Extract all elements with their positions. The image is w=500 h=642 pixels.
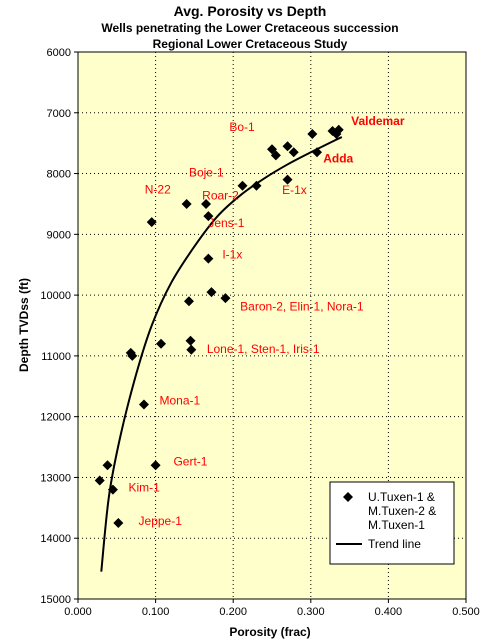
legend: U.Tuxen-1 & M.Tuxen-2 & M.Tuxen-1 Trend … bbox=[329, 481, 455, 565]
well-label: E-1x bbox=[282, 183, 307, 197]
x-tick-label: 0.200 bbox=[219, 606, 247, 618]
trend-line-group bbox=[100, 136, 343, 572]
x-axis-label: Porosity (frac) bbox=[229, 625, 310, 639]
chart-subtitle-line-2: Regional Lower Cretaceous Study bbox=[153, 37, 348, 51]
data-point-diamond bbox=[270, 150, 281, 161]
well-label: Adda bbox=[323, 152, 353, 166]
data-point-diamond bbox=[156, 338, 167, 349]
well-label: Mona-1 bbox=[159, 394, 200, 408]
y-tick-label: 11000 bbox=[41, 351, 71, 363]
y-tick-label: 10000 bbox=[40, 290, 71, 302]
well-label: Jens-1 bbox=[208, 216, 244, 230]
y-axis-label: Depth TVDss (ft) bbox=[17, 278, 31, 372]
well-label: Bo-1 bbox=[229, 120, 255, 134]
data-point-diamond bbox=[107, 484, 118, 495]
data-point-diamond bbox=[146, 217, 157, 228]
data-point-diamond bbox=[307, 129, 318, 140]
data-point-diamond bbox=[127, 350, 138, 361]
data-point-diamond bbox=[102, 460, 113, 471]
x-tick-label: 0.400 bbox=[375, 606, 403, 618]
data-point-diamond bbox=[333, 124, 344, 135]
data-point-diamond bbox=[201, 198, 212, 209]
x-tick-label: 0.000 bbox=[64, 606, 92, 618]
data-point-diamond bbox=[181, 198, 192, 209]
x-tick-label: 0.500 bbox=[452, 606, 480, 618]
y-tick-label: 15000 bbox=[40, 594, 71, 606]
well-label: Roar-2 bbox=[202, 189, 239, 203]
well-label: Gert-1 bbox=[173, 454, 207, 468]
data-point-diamond bbox=[185, 335, 196, 346]
data-point-diamond bbox=[251, 180, 262, 191]
well-label: Jeppe-1 bbox=[139, 514, 183, 528]
legend-marker-line-1: U.Tuxen-1 & bbox=[368, 490, 435, 504]
legend-marker-line-3: M.Tuxen-1 bbox=[368, 518, 425, 532]
axis-ticks: 0.000 0.100 0.200 0.300 0.400 0.500 6000 7000 80… bbox=[40, 47, 479, 618]
legend-marker-line-2: M.Tuxen-2 & bbox=[368, 504, 436, 518]
data-point-diamond bbox=[183, 296, 194, 307]
data-point-diamond bbox=[94, 475, 105, 486]
well-label: Valdemar bbox=[351, 114, 405, 128]
x-tick-label: 0.100 bbox=[142, 606, 170, 618]
chart-title: Avg. Porosity vs Depth bbox=[174, 3, 327, 19]
data-point-diamond bbox=[113, 518, 124, 529]
data-point-diamond bbox=[312, 147, 323, 158]
x-tick-label: 0.300 bbox=[297, 606, 325, 618]
y-tick-label: 12000 bbox=[40, 412, 71, 424]
well-label: Lone-1, Sten-1, Iris-1 bbox=[207, 342, 320, 356]
data-points bbox=[94, 124, 344, 529]
chart-subtitle-line-1: Wells penetrating the Lower Cretaceous s… bbox=[101, 21, 398, 35]
well-label: I-1x bbox=[222, 248, 242, 262]
y-tick-label: 13000 bbox=[40, 472, 71, 484]
y-tick-label: 8000 bbox=[47, 169, 71, 181]
data-point-diamond bbox=[282, 141, 293, 152]
legend-trend-line-label: Trend line bbox=[368, 537, 421, 551]
data-point-diamond bbox=[282, 174, 293, 185]
well-label: Baron-2, Elin-1, Nora-1 bbox=[240, 299, 364, 313]
well-labels: Bo-1 Valdemar Adda Boje-1 E-1x N-22 Roar-2 Jens… bbox=[128, 114, 404, 528]
well-label: Kim-1 bbox=[128, 480, 160, 494]
trend-line bbox=[100, 136, 343, 572]
legend-diamond-marker bbox=[343, 492, 353, 502]
data-point-diamond bbox=[203, 211, 214, 222]
data-point-diamond bbox=[206, 287, 217, 298]
data-point-diamond bbox=[150, 460, 161, 471]
data-point-diamond bbox=[138, 399, 149, 410]
well-label: Boje-1 bbox=[189, 166, 224, 180]
data-point-diamond bbox=[186, 344, 197, 355]
y-tick-label: 7000 bbox=[47, 108, 71, 120]
well-label: N-22 bbox=[145, 183, 171, 197]
legend-box bbox=[329, 481, 455, 565]
grid-lines bbox=[78, 52, 466, 599]
data-point-diamond bbox=[220, 293, 231, 304]
data-point-diamond bbox=[237, 180, 248, 191]
y-tick-label: 14000 bbox=[40, 533, 71, 545]
data-point-diamond bbox=[203, 253, 214, 264]
data-point-diamond bbox=[288, 147, 299, 158]
y-tick-label: 6000 bbox=[47, 47, 71, 59]
y-tick-label: 9000 bbox=[47, 229, 71, 241]
